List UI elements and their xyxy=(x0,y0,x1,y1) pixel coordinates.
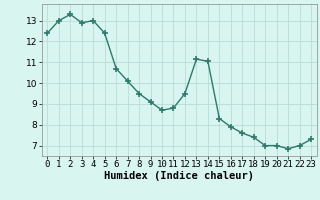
X-axis label: Humidex (Indice chaleur): Humidex (Indice chaleur) xyxy=(104,171,254,181)
